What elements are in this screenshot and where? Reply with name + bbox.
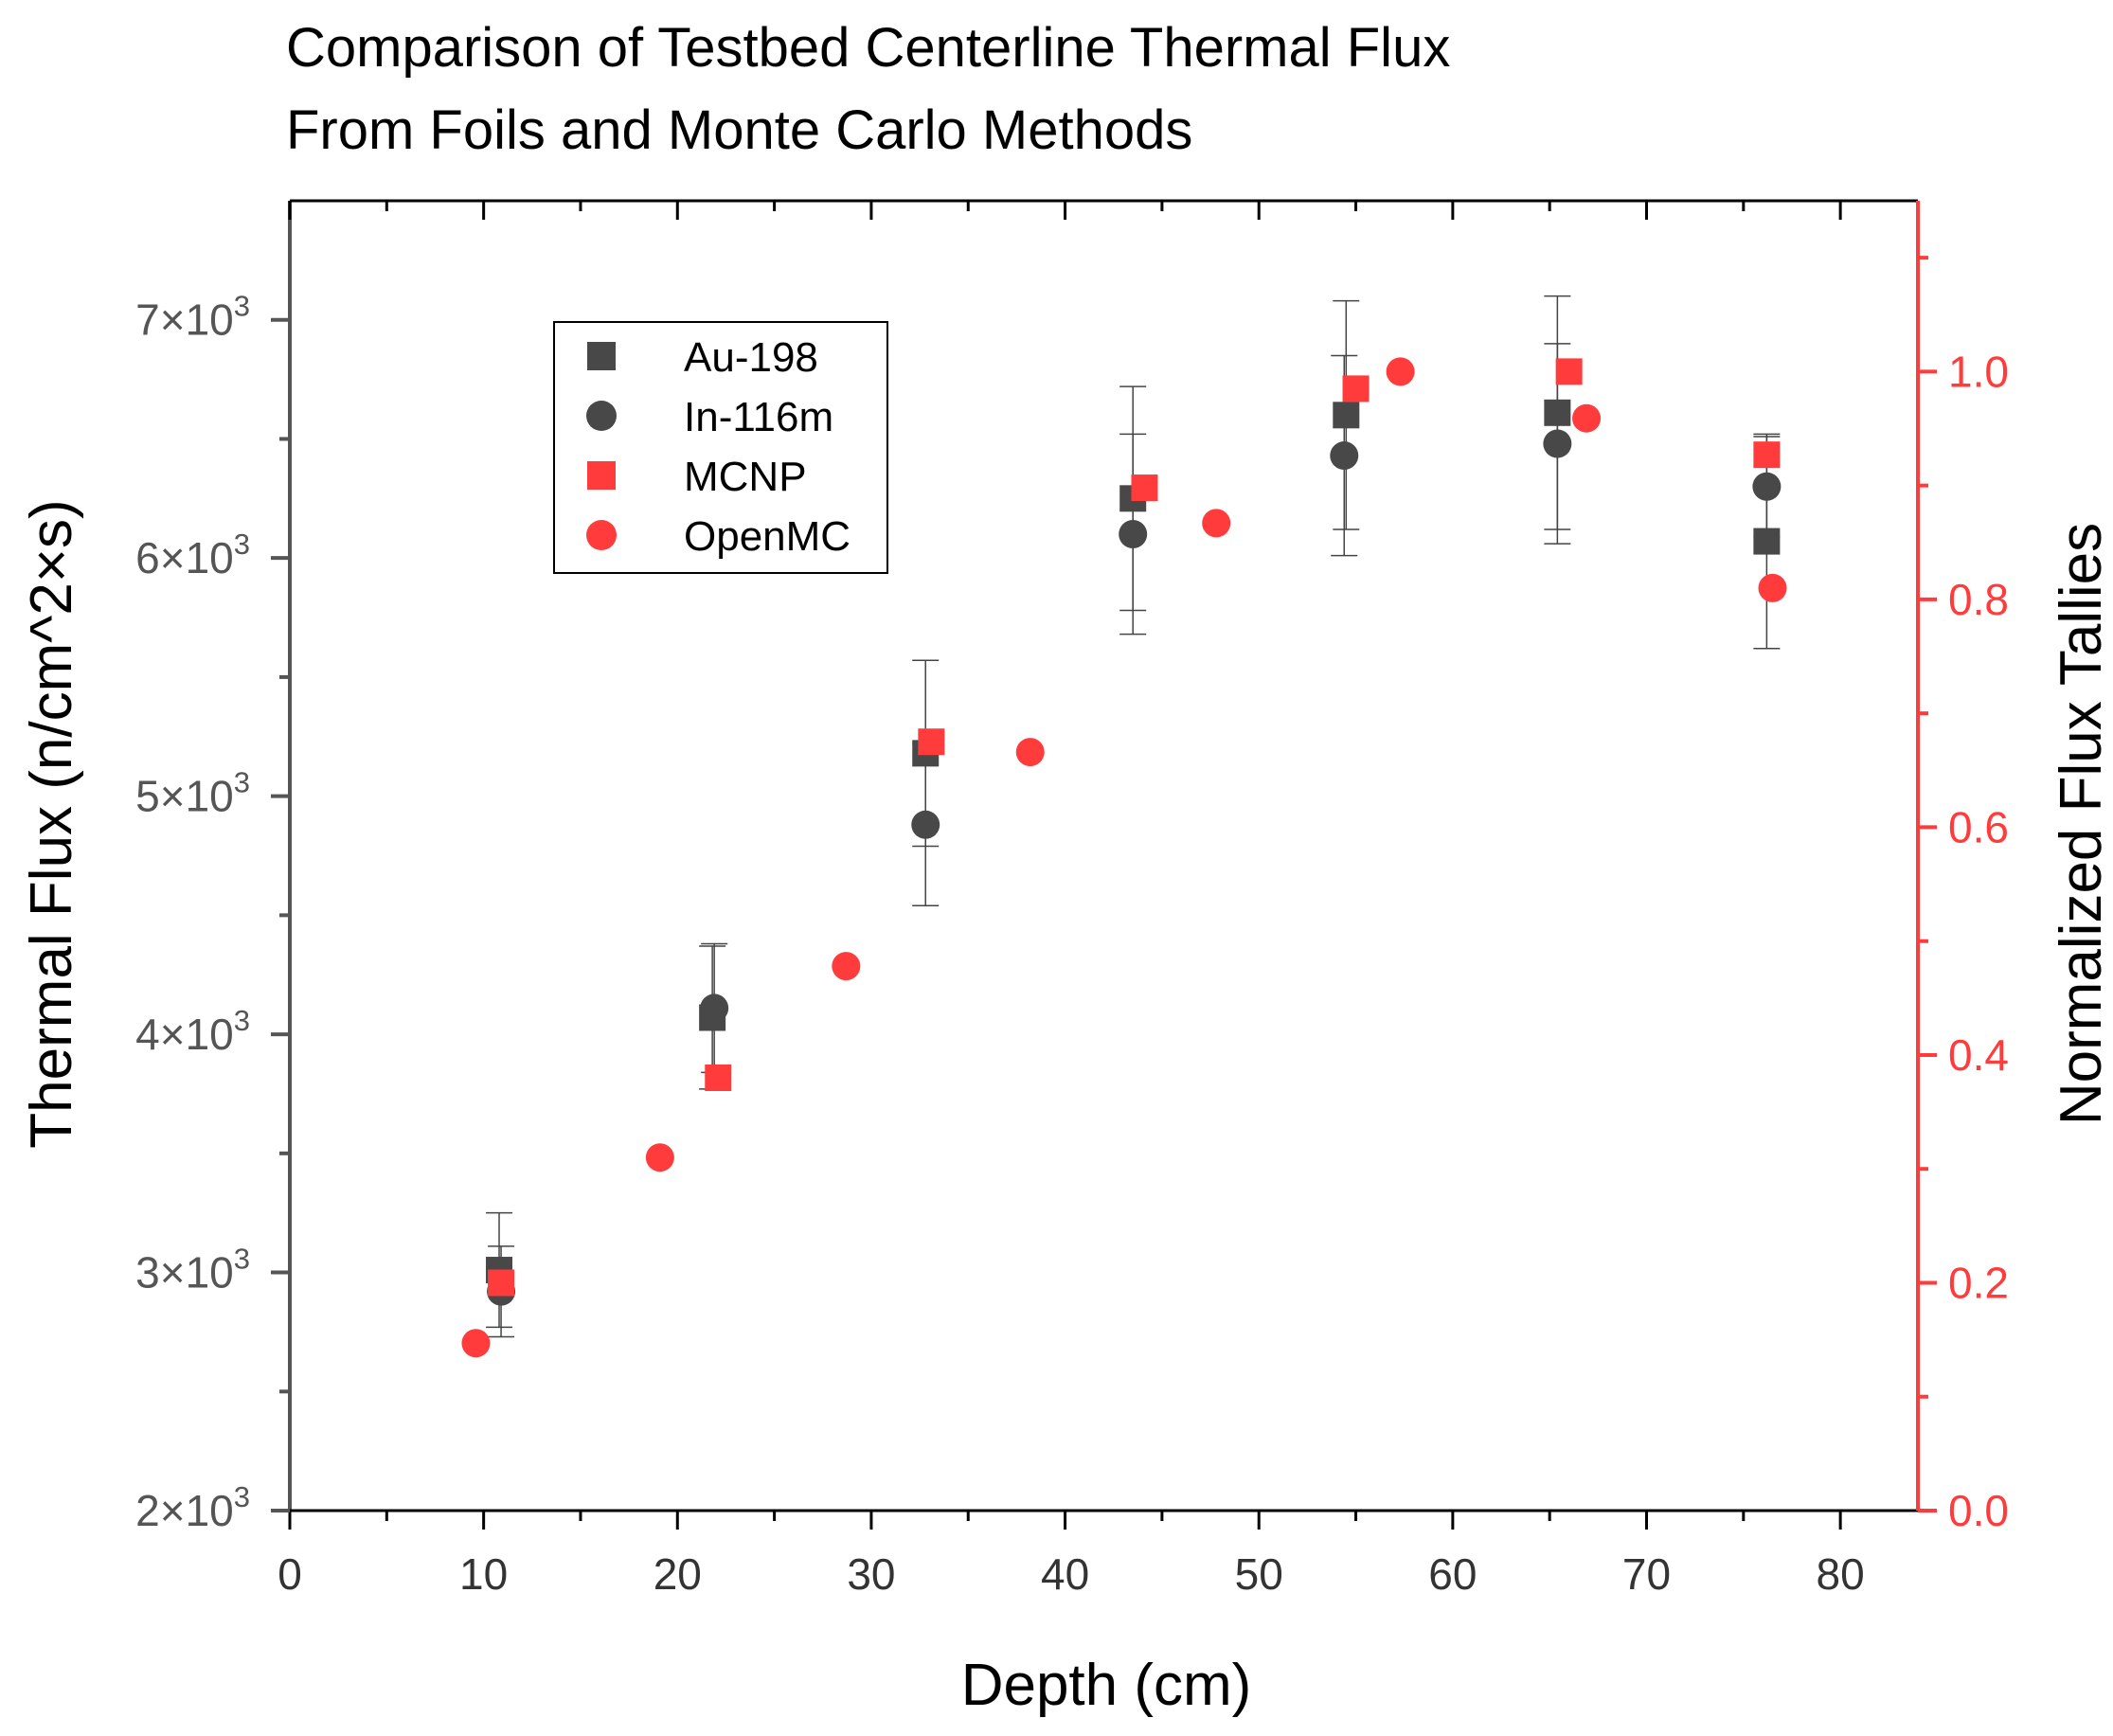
x-tick-label: 20 — [654, 1549, 702, 1599]
legend-marker-au-198 — [587, 342, 616, 370]
legend-label-in-116m: In-116m — [684, 394, 833, 440]
mcnp-point — [918, 728, 945, 756]
y-axis-left: 2×103 3×103 4×103 5×103 6×103 7×103 — [135, 290, 290, 1535]
legend-label-au-198: Au-198 — [684, 334, 818, 381]
openmc-point — [645, 1143, 674, 1172]
mcnp-point — [1753, 441, 1781, 469]
mcnp-point — [1342, 375, 1370, 403]
openmc-point — [1202, 509, 1231, 538]
y-tick-label: 6×103 — [135, 528, 250, 582]
chart-title-line-1: Comparison of Testbed Centerline Thermal… — [286, 17, 1450, 79]
chart-title-line-2: From Foils and Monte Carlo Methods — [286, 99, 1192, 161]
y-tick-label: 5×103 — [135, 766, 250, 821]
au-198-point — [1333, 402, 1360, 429]
plot-frame — [288, 199, 1920, 1512]
y2-tick-label: 0.4 — [1948, 1030, 2009, 1080]
in-116m-point — [1119, 520, 1148, 549]
data-marks — [461, 295, 1787, 1358]
openmc-point — [1015, 738, 1045, 767]
au-198-point — [1753, 528, 1781, 555]
y-tick-label: 2×103 — [135, 1480, 250, 1535]
openmc-point — [461, 1329, 491, 1358]
mcnp-point — [705, 1065, 732, 1092]
x-tick-label: 70 — [1622, 1549, 1671, 1599]
x-tick-label: 80 — [1817, 1549, 1865, 1599]
x-tick-label: 50 — [1235, 1549, 1283, 1599]
legend-marker-in-116m — [586, 401, 617, 431]
x-tick-label: 10 — [459, 1549, 508, 1599]
y2-tick-label: 0.8 — [1948, 575, 2009, 624]
x-tick-label: 0 — [278, 1549, 302, 1599]
y-tick-label: 3×103 — [135, 1243, 250, 1298]
openmc-point — [1386, 357, 1415, 386]
y2-tick-label: 0.6 — [1948, 802, 2009, 851]
in-116m-point — [911, 810, 940, 839]
y2-tick-label: 0.2 — [1948, 1258, 2009, 1307]
y-tick-label: 4×103 — [135, 1004, 250, 1059]
y2-axis-label: Normalized Flux Tallies — [2049, 523, 2113, 1125]
y-axis-label: Thermal Flux (n/cm^2×s) — [19, 499, 84, 1148]
in-116m-point — [1330, 441, 1359, 471]
legend-marker-openmc — [586, 520, 617, 550]
openmc-point — [832, 952, 861, 981]
x-tick-label: 30 — [847, 1549, 895, 1599]
y2-tick-label: 1.0 — [1948, 347, 2009, 396]
au-198-point — [1544, 399, 1571, 426]
legend-label-openmc: OpenMC — [684, 513, 851, 560]
x-tick-label: 60 — [1428, 1549, 1477, 1599]
x-tick-label: 40 — [1041, 1549, 1089, 1599]
y-axis-right: 0.0 0.2 0.4 0.6 0.8 1.0 — [1918, 256, 2009, 1535]
legend: Au-198 In-116m MCNP OpenMC — [553, 321, 888, 574]
mcnp-point — [1555, 358, 1583, 385]
y-tick-label: 7×103 — [135, 290, 250, 345]
openmc-point — [1758, 573, 1787, 602]
mcnp-point — [488, 1269, 515, 1297]
in-116m-point — [700, 993, 729, 1023]
legend-label-mcnp: MCNP — [684, 454, 807, 500]
in-116m-point — [1752, 472, 1782, 501]
x-axis: 0 10 20 30 40 50 60 70 80 — [278, 201, 1865, 1599]
x-axis-label: Depth (cm) — [961, 1653, 1252, 1718]
mcnp-point — [1131, 474, 1158, 502]
legend-marker-mcnp — [587, 461, 616, 490]
in-116m-point — [1543, 429, 1572, 458]
openmc-point — [1572, 403, 1602, 433]
y2-tick-label: 0.0 — [1948, 1486, 2009, 1535]
